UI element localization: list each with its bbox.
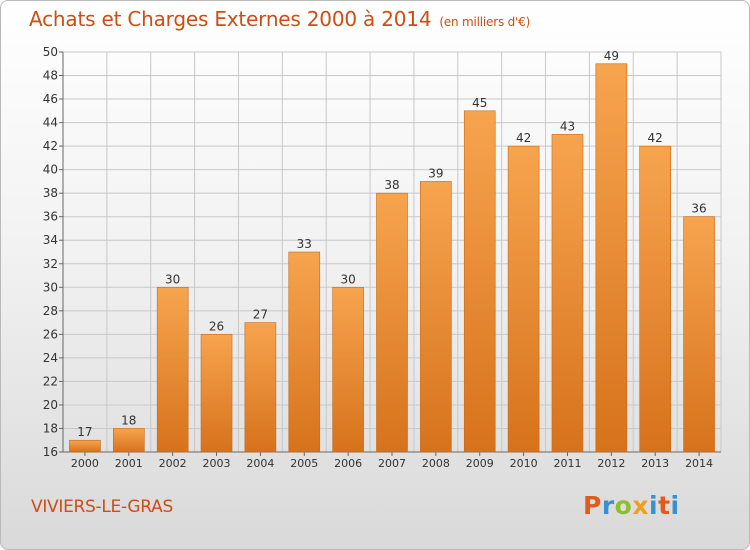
y-tick-label: 44 [43,116,58,130]
data-label: 33 [297,237,312,251]
x-tick-label: 2003 [203,457,231,470]
y-tick-label: 20 [43,398,58,412]
x-tick-label: 2009 [466,457,494,470]
y-tick-label: 38 [43,186,58,200]
data-labels: 17 18 30 26 27 33 30 38 39 45 42 43 49 42 36 [77,49,706,439]
data-label: 39 [428,166,443,180]
bar [156,286,189,453]
bar [244,322,277,453]
bar [200,334,233,453]
x-tick-label: 2014 [685,457,713,470]
data-label: 26 [209,319,224,333]
bar [683,216,715,453]
data-label: 42 [648,131,663,145]
logo-letter: P [583,491,602,520]
x-tick-label: 2000 [71,457,99,470]
x-tick-label: 2010 [510,457,538,470]
data-label: 43 [560,119,575,133]
y-tick-label: 28 [43,304,58,318]
y-tick-label: 32 [43,257,58,271]
bar [595,63,628,453]
chart-title: Achats et Charges Externes 2000 à 2014 (e… [29,7,530,31]
y-tick-label: 42 [43,139,58,153]
bar [639,145,672,453]
bar [420,181,452,453]
x-tick-label: 2013 [641,457,669,470]
x-tick-label: 2002 [159,457,187,470]
x-tick-label: 2007 [378,457,406,470]
data-label: 45 [472,96,487,110]
y-tick-label: 30 [43,280,58,294]
x-tick-label: 2004 [246,457,274,470]
logo-letter: i [670,491,680,520]
unit-label: (en milliers d'€) [439,15,531,29]
data-label: 18 [121,413,136,427]
logo-letter: o [614,491,633,520]
y-tick-label: 22 [43,374,58,388]
y-tick-label: 18 [43,421,58,435]
bar [376,192,408,453]
y-tick-label: 36 [43,210,58,224]
bars [69,63,715,453]
bar [507,145,540,453]
data-label: 30 [340,272,355,286]
data-label: 49 [604,49,619,63]
data-label: 36 [691,202,706,216]
logo-letter: i [649,491,659,520]
x-tick-label: 2011 [553,457,581,470]
data-label: 17 [77,425,92,439]
x-tick-label: 2008 [422,457,450,470]
logo-letter: r [601,491,615,520]
logo-letter: x [632,491,649,520]
data-label: 30 [165,272,180,286]
logo-letter: t [658,491,671,520]
bar [463,110,496,453]
y-tick-label: 34 [43,233,58,247]
data-label: 27 [253,308,268,322]
x-tick-label: 2001 [115,457,143,470]
x-tick-label: 2012 [597,457,625,470]
title-text: Achats et Charges Externes 2000 à 2014 [29,7,432,31]
bar [288,251,321,453]
data-label: 42 [516,131,531,145]
data-label: 38 [384,178,399,192]
y-tick-label: 40 [43,163,58,177]
bar [332,286,364,453]
y-tick-label: 46 [43,92,58,106]
bar [113,428,145,453]
bar [551,134,584,453]
x-tick-label: 2006 [334,457,362,470]
proxiti-logo[interactable]: Proxiti [583,491,680,520]
bar [69,439,101,453]
y-tick-label: 26 [43,327,58,341]
y-tick-label: 24 [43,351,58,365]
commune-name: VIVIERS-LE-GRAS [31,497,173,517]
y-tick-label: 16 [43,445,58,459]
y-tick-label: 50 [43,45,58,59]
y-tick-label: 48 [43,69,58,83]
x-tick-label: 2005 [290,457,318,470]
